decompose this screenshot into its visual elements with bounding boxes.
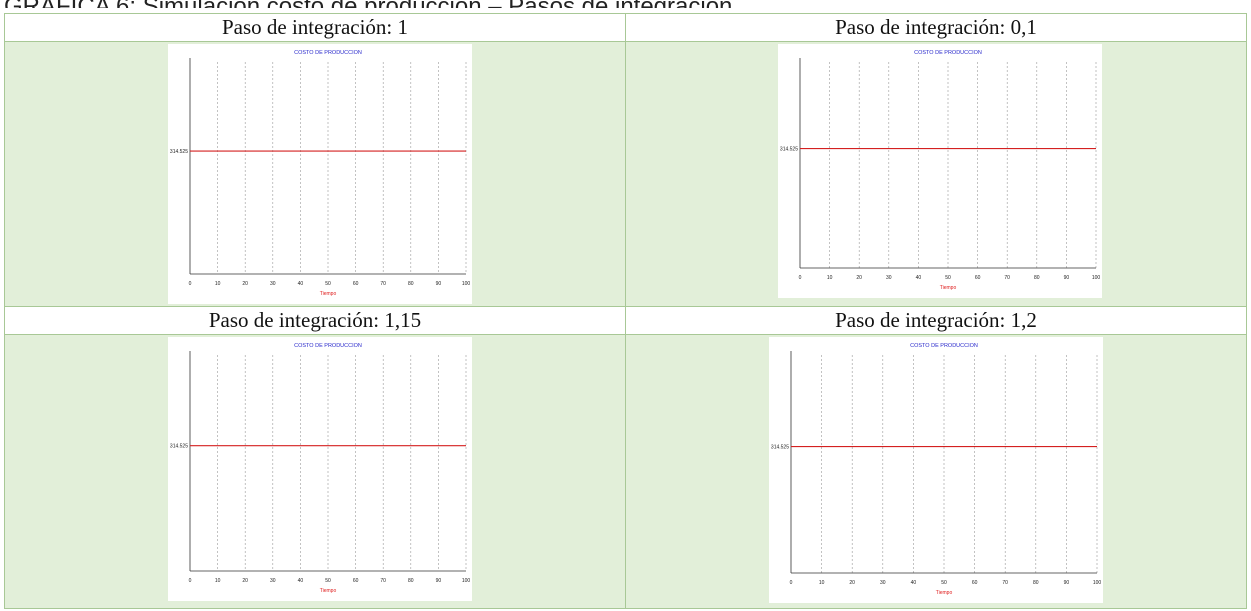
comparison-table: Paso de integración: 1 Paso de integraci… [4, 12, 1247, 609]
x-axis-label: Tiempo [936, 590, 953, 596]
x-tick-label: 90 [436, 281, 442, 287]
x-tick-label: 90 [436, 578, 442, 584]
x-tick-label: 70 [1004, 275, 1010, 281]
x-tick-label: 50 [941, 580, 947, 586]
x-tick-label: 60 [353, 281, 359, 287]
x-tick-label: 40 [911, 580, 917, 586]
x-tick-label: 80 [1034, 275, 1040, 281]
x-tick-label: 0 [189, 281, 192, 287]
chart-panel-3: COSTO DE PRODUCCION 0 10 20 30 40 50 60 70 80 90 10… [168, 337, 472, 602]
x-tick-label: 60 [972, 580, 978, 586]
panel-cell-4: COSTO DE PRODUCCION 0 10 20 30 40 50 60 70 80 90 10… [625, 334, 1247, 609]
x-tick-label: 40 [298, 281, 304, 287]
chart-svg: COSTO DE PRODUCCION 0 10 20 30 40 50 60 70 80 90 10… [170, 343, 471, 594]
x-tick-label: 0 [790, 580, 793, 586]
x-tick-label: 100 [1092, 275, 1101, 281]
panel-cell-3: COSTO DE PRODUCCION 0 10 20 30 40 50 60 70 80 90 10… [4, 334, 626, 609]
y-tick-label: 314.525 [780, 146, 798, 152]
x-tick-label: 30 [886, 275, 892, 281]
panel-header-2: Paso de integración: 0,1 [625, 12, 1247, 43]
x-tick-label: 30 [880, 580, 886, 586]
chart-panel-1: COSTO DE PRODUCCION 0 10 20 30 40 50 60 70 80 90 10… [168, 44, 472, 305]
x-axis-label: Tiempo [320, 588, 337, 594]
x-tick-label: 90 [1064, 275, 1070, 281]
figure-heading: GRÁFICA 6: Simulación costo de producció… [4, 0, 732, 8]
x-tick-label: 20 [242, 578, 248, 584]
x-tick-label: 10 [215, 281, 221, 287]
panel-cell-1: COSTO DE PRODUCCION 0 10 20 30 40 50 60 70 80 90 10… [4, 41, 626, 307]
x-tick-label: 30 [270, 281, 276, 287]
x-tick-label: 0 [799, 275, 802, 281]
x-tick-label: 80 [408, 281, 414, 287]
panel-header-3: Paso de integración: 1,15 [4, 305, 626, 336]
x-axis-label: Tiempo [320, 291, 337, 297]
x-tick-label: 50 [325, 281, 331, 287]
x-tick-label: 60 [975, 275, 981, 281]
x-tick-label: 10 [819, 580, 825, 586]
chart-title: COSTO DE PRODUCCION [294, 50, 362, 56]
x-tick-label: 100 [462, 578, 471, 584]
y-tick-label: 314.525 [170, 444, 188, 450]
chart-svg: COSTO DE PRODUCCION 0 10 20 30 40 50 60 70 80 90 10… [170, 50, 471, 297]
x-tick-label: 100 [1093, 580, 1102, 586]
x-tick-label: 70 [380, 578, 386, 584]
x-tick-label: 80 [408, 578, 414, 584]
x-tick-label: 80 [1033, 580, 1039, 586]
chart-panel-2: COSTO DE PRODUCCION 0 10 20 30 40 50 60 70 80 90 10… [778, 44, 1102, 299]
x-tick-label: 10 [215, 578, 221, 584]
panel-header-1: Paso de integración: 1 [4, 12, 626, 43]
x-tick-label: 60 [353, 578, 359, 584]
chart-title: COSTO DE PRODUCCION [294, 343, 362, 349]
x-tick-label: 20 [849, 580, 855, 586]
x-tick-label: 30 [270, 578, 276, 584]
x-tick-label: 50 [945, 275, 951, 281]
chart-svg: COSTO DE PRODUCCION 0 10 20 30 40 50 60 70 80 90 10… [780, 50, 1101, 291]
y-tick-label: 314.525 [771, 444, 789, 450]
x-axis-label: Tiempo [940, 285, 957, 291]
x-tick-label: 0 [189, 578, 192, 584]
x-tick-label: 20 [856, 275, 862, 281]
panel-header-4: Paso de integración: 1,2 [625, 305, 1247, 336]
x-tick-label: 40 [298, 578, 304, 584]
chart-title: COSTO DE PRODUCCION [914, 50, 982, 56]
x-tick-label: 90 [1064, 580, 1070, 586]
x-tick-label: 20 [242, 281, 248, 287]
x-tick-label: 70 [380, 281, 386, 287]
x-tick-label: 40 [916, 275, 922, 281]
x-tick-label: 10 [827, 275, 833, 281]
x-tick-label: 50 [325, 578, 331, 584]
chart-panel-4: COSTO DE PRODUCCION 0 10 20 30 40 50 60 70 80 90 10… [769, 337, 1103, 604]
x-tick-label: 70 [1002, 580, 1008, 586]
chart-title: COSTO DE PRODUCCION [910, 343, 978, 349]
chart-svg: COSTO DE PRODUCCION 0 10 20 30 40 50 60 70 80 90 10… [771, 343, 1102, 596]
panel-cell-2: COSTO DE PRODUCCION 0 10 20 30 40 50 60 70 80 90 10… [625, 41, 1247, 307]
x-tick-label: 100 [462, 281, 471, 287]
y-tick-label: 314.525 [170, 149, 188, 155]
